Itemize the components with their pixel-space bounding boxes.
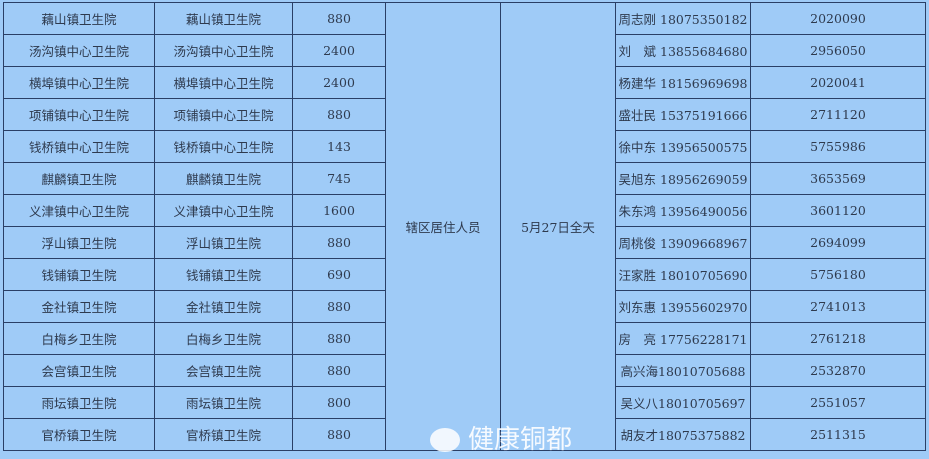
table-row: 金社镇卫生院 金社镇卫生院 880 刘东惠 13955602970 2741013 <box>3 290 926 323</box>
table-row: 会宫镇卫生院 会宫镇卫生院 880 高兴海18010705688 2532870 <box>3 354 926 387</box>
site-cell: 白梅乡卫生院 <box>3 322 155 355</box>
unit-cell: 金社镇卫生院 <box>154 290 293 323</box>
count-cell: 880 <box>292 322 386 355</box>
count-cell: 745 <box>292 162 386 195</box>
phone-cell: 2711120 <box>750 98 926 131</box>
phone-cell: 2020041 <box>750 66 926 99</box>
count-cell: 800 <box>292 386 386 419</box>
count-cell: 880 <box>292 290 386 323</box>
unit-cell: 麒麟镇卫生院 <box>154 162 293 195</box>
table-row: 官桥镇卫生院 官桥镇卫生院 880 胡友才18075375882 2511315 <box>3 418 926 451</box>
table-row: 藕山镇卫生院 藕山镇卫生院 880 辖区居住人员 5月27日全天 周志刚 18075350… <box>3 2 926 451</box>
count-cell: 880 <box>292 2 386 35</box>
table-row: 义津镇中心卫生院 义津镇中心卫生院 1600 朱东鸿 13956490056 36011… <box>3 194 926 227</box>
site-cell: 金社镇卫生院 <box>3 290 155 323</box>
unit-cell: 横埠镇中心卫生院 <box>154 66 293 99</box>
table-row: 钱桥镇中心卫生院 钱桥镇中心卫生院 143 徐中东 13956500575 575598… <box>3 130 926 163</box>
site-cell: 横埠镇中心卫生院 <box>3 66 155 99</box>
count-cell: 143 <box>292 130 386 163</box>
site-cell: 浮山镇卫生院 <box>3 226 155 259</box>
site-cell: 雨坛镇卫生院 <box>3 386 155 419</box>
phone-cell: 2694099 <box>750 226 926 259</box>
wechat-icon <box>430 428 460 452</box>
site-cell: 官桥镇卫生院 <box>3 418 155 451</box>
count-cell: 1600 <box>292 194 386 227</box>
phone-cell: 2532870 <box>750 354 926 387</box>
unit-cell: 白梅乡卫生院 <box>154 322 293 355</box>
count-cell: 2400 <box>292 66 386 99</box>
count-cell: 690 <box>292 258 386 291</box>
phone-cell: 3601120 <box>750 194 926 227</box>
time-cell: 5月27日全天 <box>500 2 616 451</box>
contact-cell: 胡友才18075375882 <box>615 418 751 451</box>
table-row: 麒麟镇卫生院 麒麟镇卫生院 745 吴旭东 18956269059 3653569 <box>3 162 926 195</box>
table-row: 雨坛镇卫生院 雨坛镇卫生院 800 吴义八18010705697 2551057 <box>3 386 926 419</box>
unit-cell: 官桥镇卫生院 <box>154 418 293 451</box>
target-cell: 辖区居住人员 <box>385 2 501 451</box>
table-row: 项铺镇中心卫生院 项铺镇中心卫生院 880 盛壮民 15375191666 271112… <box>3 98 926 131</box>
watermark-text: 健康铜都 <box>468 425 573 455</box>
site-cell: 藕山镇卫生院 <box>3 2 155 35</box>
contact-cell: 高兴海18010705688 <box>615 354 751 387</box>
phone-cell: 5756180 <box>750 258 926 291</box>
phone-cell: 2551057 <box>750 386 926 419</box>
site-cell: 会宫镇卫生院 <box>3 354 155 387</box>
phone-cell: 2511315 <box>750 418 926 451</box>
watermark: 健康铜都 <box>430 425 572 455</box>
count-cell: 880 <box>292 226 386 259</box>
site-cell: 汤沟镇中心卫生院 <box>3 34 155 67</box>
table-row: 汤沟镇中心卫生院 汤沟镇中心卫生院 2400 刘 斌 13855684680 29560… <box>3 34 926 67</box>
table-row: 横埠镇中心卫生院 横埠镇中心卫生院 2400 杨建华 18156969698 20200… <box>3 66 926 99</box>
contact-cell: 刘东惠 13955602970 <box>615 290 751 323</box>
unit-cell: 浮山镇卫生院 <box>154 226 293 259</box>
unit-cell: 义津镇中心卫生院 <box>154 194 293 227</box>
phone-cell: 2741013 <box>750 290 926 323</box>
count-cell: 880 <box>292 418 386 451</box>
site-cell: 义津镇中心卫生院 <box>3 194 155 227</box>
contact-cell: 吴旭东 18956269059 <box>615 162 751 195</box>
phone-cell: 2761218 <box>750 322 926 355</box>
count-cell: 2400 <box>292 34 386 67</box>
unit-cell: 钱桥镇中心卫生院 <box>154 130 293 163</box>
contact-cell: 周志刚 18075350182 <box>615 2 751 35</box>
unit-cell: 雨坛镇卫生院 <box>154 386 293 419</box>
contact-cell: 房 亮 17756228171 <box>615 322 751 355</box>
contact-cell: 吴义八18010705697 <box>615 386 751 419</box>
site-cell: 钱铺镇卫生院 <box>3 258 155 291</box>
unit-cell: 项铺镇中心卫生院 <box>154 98 293 131</box>
unit-cell: 钱铺镇卫生院 <box>154 258 293 291</box>
table-row: 白梅乡卫生院 白梅乡卫生院 880 房 亮 17756228171 2761218 <box>3 322 926 355</box>
contact-cell: 朱东鸿 13956490056 <box>615 194 751 227</box>
unit-cell: 会宫镇卫生院 <box>154 354 293 387</box>
contact-cell: 刘 斌 13855684680 <box>615 34 751 67</box>
unit-cell: 藕山镇卫生院 <box>154 2 293 35</box>
contact-cell: 周桃俊 13909668967 <box>615 226 751 259</box>
count-cell: 880 <box>292 354 386 387</box>
phone-cell: 5755986 <box>750 130 926 163</box>
phone-cell: 2020090 <box>750 2 926 35</box>
count-cell: 880 <box>292 98 386 131</box>
contact-cell: 盛壮民 15375191666 <box>615 98 751 131</box>
site-cell: 项铺镇中心卫生院 <box>3 98 155 131</box>
contact-cell: 杨建华 18156969698 <box>615 66 751 99</box>
unit-cell: 汤沟镇中心卫生院 <box>154 34 293 67</box>
schedule-table: 藕山镇卫生院 藕山镇卫生院 880 辖区居住人员 5月27日全天 周志刚 18075350… <box>3 2 926 451</box>
phone-cell: 3653569 <box>750 162 926 195</box>
site-cell: 麒麟镇卫生院 <box>3 162 155 195</box>
contact-cell: 徐中东 13956500575 <box>615 130 751 163</box>
phone-cell: 2956050 <box>750 34 926 67</box>
contact-cell: 汪家胜 18010705690 <box>615 258 751 291</box>
site-cell: 钱桥镇中心卫生院 <box>3 130 155 163</box>
